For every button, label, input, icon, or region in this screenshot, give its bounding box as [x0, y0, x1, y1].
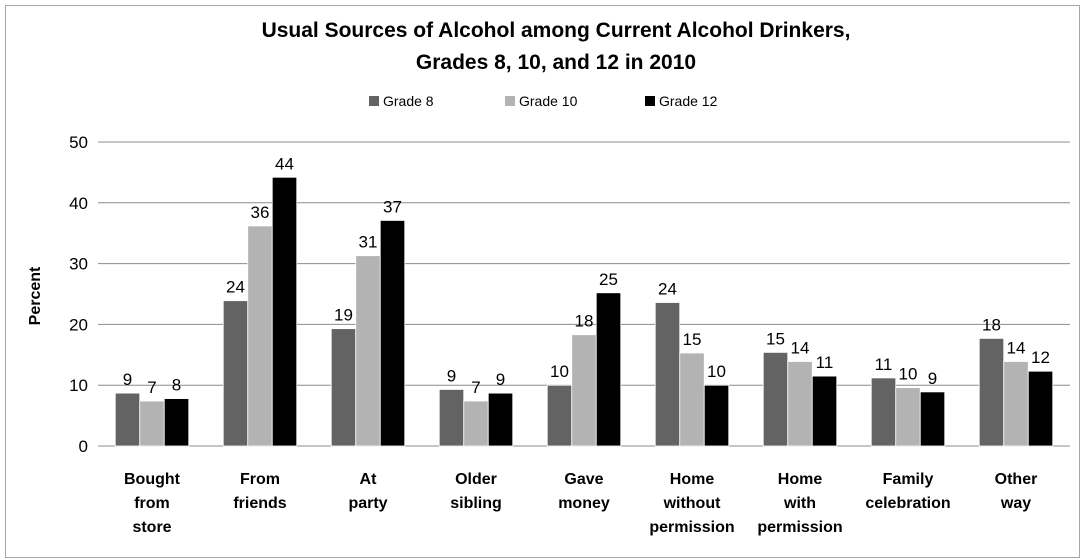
x-category-label: sibling [450, 495, 502, 512]
x-category-label: Older [455, 471, 497, 488]
data-label: 7 [471, 378, 480, 397]
y-tick-label: 50 [69, 133, 88, 152]
data-label: 10 [707, 362, 726, 381]
bar-grade-12 [379, 220, 406, 447]
bar-grade-8 [438, 389, 465, 447]
x-category-label: with [783, 495, 816, 512]
data-label: 9 [496, 370, 505, 389]
y-tick-label: 40 [69, 194, 88, 213]
data-label: 8 [172, 376, 181, 395]
bar-grade-12 [811, 375, 838, 447]
x-category-label: At [360, 471, 378, 488]
data-label: 11 [816, 353, 834, 372]
bars [114, 176, 1054, 447]
x-category-label: Bought [124, 471, 181, 488]
data-label: 7 [147, 378, 156, 397]
legend: Grade 8 Grade 10 Grade 12 [369, 93, 718, 109]
bar-grade-12 [271, 176, 298, 447]
legend-label: Grade 10 [519, 93, 578, 109]
data-label: 31 [359, 233, 378, 252]
x-category-label: permission [757, 519, 842, 536]
x-category-label: store [132, 519, 171, 536]
bar-grade-10 [787, 361, 813, 447]
bar-grade-8 [330, 328, 357, 447]
chart-title-line-2: Grades 8, 10, and 12 in 2010 [416, 51, 696, 74]
y-tick-label: 20 [69, 315, 88, 334]
legend-swatch [369, 96, 379, 106]
y-axis-ticks: 0 10 20 30 40 50 [69, 133, 88, 456]
data-label: 10 [550, 362, 569, 381]
data-label: 37 [383, 197, 402, 216]
x-category-label: Home [670, 471, 715, 488]
x-category-label: way [1000, 495, 1031, 512]
bar-grade-10 [247, 225, 273, 447]
data-label: 9 [928, 369, 937, 388]
data-label: 15 [683, 330, 702, 349]
y-tick-label: 0 [79, 437, 88, 456]
legend-swatch [645, 96, 655, 106]
data-label: 24 [226, 278, 245, 297]
x-category-label: party [348, 495, 387, 512]
data-label: 12 [1031, 348, 1050, 367]
data-label: 18 [982, 315, 1001, 334]
x-category-label: from [134, 495, 170, 512]
x-category-label: money [558, 495, 610, 512]
bar-grade-12 [595, 292, 622, 447]
data-label: 10 [899, 365, 918, 384]
bar-grade-8 [870, 377, 897, 447]
x-category-label: without [663, 495, 722, 512]
data-label: 44 [275, 154, 294, 173]
x-category-label: Home [778, 471, 823, 488]
x-axis-categories: Bought from store From friends At party Older si… [124, 471, 1037, 536]
x-category-label: Other [995, 471, 1038, 488]
x-category-label: permission [649, 519, 734, 536]
data-label: 24 [658, 280, 677, 299]
bar-grade-12 [1027, 370, 1054, 447]
bar-grade-8 [978, 337, 1005, 447]
data-label: 19 [334, 306, 353, 325]
y-tick-label: 10 [69, 376, 88, 395]
bar-grade-10 [355, 255, 381, 447]
bar-grade-12 [703, 384, 730, 447]
bar-grade-12 [919, 391, 946, 447]
chart-title-line-1: Usual Sources of Alcohol among Current A… [262, 19, 851, 42]
bar-grade-12 [163, 398, 190, 447]
data-label: 11 [875, 355, 893, 374]
data-label: 25 [599, 270, 618, 289]
data-label: 18 [575, 312, 594, 331]
bar-grade-8 [114, 392, 141, 447]
y-tick-label: 30 [69, 255, 88, 274]
data-label: 9 [123, 370, 132, 389]
bar-grade-8 [762, 351, 789, 447]
bar-grade-10 [1003, 361, 1029, 447]
data-label: 14 [1007, 338, 1026, 357]
bar-grade-10 [679, 352, 705, 447]
chart-border [5, 5, 1080, 558]
legend-label: Grade 12 [659, 93, 718, 109]
bar-grade-12 [487, 392, 514, 447]
x-category-label: From [240, 471, 280, 488]
bar-grade-10 [139, 400, 165, 447]
data-label: 36 [251, 203, 270, 222]
data-label: 15 [766, 329, 785, 348]
x-category-label: Gave [564, 471, 603, 488]
x-category-label: celebration [865, 495, 950, 512]
bar-grade-10 [571, 334, 597, 447]
bar-grade-8 [654, 302, 681, 447]
data-label: 14 [791, 338, 810, 357]
bar-grade-10 [895, 387, 921, 447]
x-category-label: friends [233, 495, 286, 512]
y-axis-label: Percent [27, 266, 44, 325]
x-category-label: Family [883, 471, 934, 488]
bar-grade-8 [546, 384, 573, 447]
bar-grade-10 [463, 400, 489, 447]
legend-swatch [505, 96, 515, 106]
bar-grade-8 [222, 300, 249, 447]
data-label: 9 [447, 366, 456, 385]
legend-label: Grade 8 [383, 93, 434, 109]
